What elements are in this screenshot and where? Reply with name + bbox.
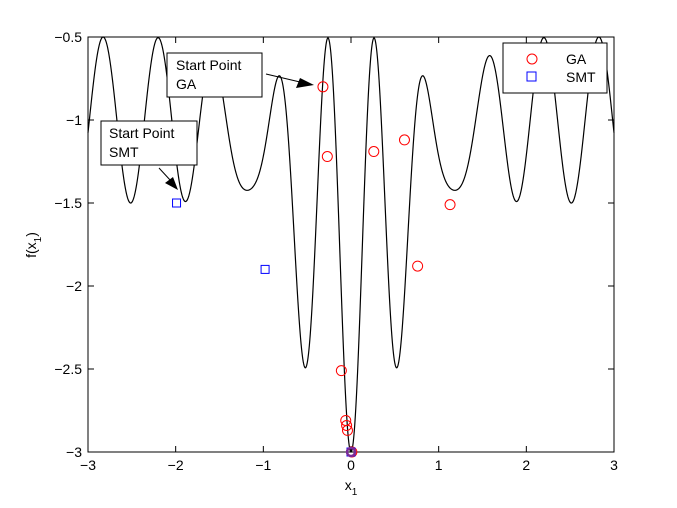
legend-smt-label: SMT xyxy=(566,69,596,85)
x-tick-label: 0 xyxy=(347,457,355,473)
ga-point xyxy=(335,365,347,377)
y-tick-label: −2.5 xyxy=(54,361,82,377)
annotation-smt-arrow-head xyxy=(165,177,178,190)
annotation-ga-box xyxy=(166,52,263,98)
annotation-smt-line2: SMT xyxy=(109,144,139,160)
ga-point xyxy=(317,81,329,93)
x-tick-label: −1 xyxy=(255,457,271,473)
annotation-smt-line1: Start Point xyxy=(109,125,174,141)
y-tick-label: −1 xyxy=(66,112,82,128)
ga-point xyxy=(368,146,380,158)
ga-point xyxy=(341,419,353,431)
y-tick-label: −1.5 xyxy=(54,195,82,211)
annotation-ga-line2: GA xyxy=(176,76,197,92)
x-tick-label: 2 xyxy=(522,457,530,473)
x-tick-label: 3 xyxy=(610,457,618,473)
x-tick-label: −3 xyxy=(80,457,96,473)
y-tick-label: −3 xyxy=(66,444,82,460)
annotation-start-ga: Start Point GA xyxy=(166,52,314,98)
ga-point xyxy=(341,424,353,436)
annotation-smt-arrow-line xyxy=(158,167,172,182)
plot-area xyxy=(87,36,615,453)
x-tick-label: 1 xyxy=(435,457,443,473)
legend: GA SMT xyxy=(502,42,608,94)
ga-point xyxy=(444,199,456,211)
annotation-ga-arrow-line xyxy=(265,73,301,83)
y-tick-label: −2 xyxy=(66,278,82,294)
annotation-ga-arrow-head xyxy=(296,78,314,88)
y-tick-label: −0.5 xyxy=(54,29,82,45)
y-axis-label: f(x1) xyxy=(23,232,44,258)
ga-point xyxy=(321,151,333,163)
ga-point xyxy=(412,260,424,272)
annotation-start-smt: Start Point SMT xyxy=(100,120,198,190)
x-axis-label: x1 xyxy=(345,477,358,498)
smt-point xyxy=(172,198,182,208)
x-tick-label: −2 xyxy=(168,457,184,473)
markers-layer xyxy=(172,81,456,458)
annotation-smt-box xyxy=(100,120,198,166)
legend-box xyxy=(502,42,608,94)
legend-ga-marker xyxy=(526,53,538,65)
optimum-point xyxy=(345,446,357,458)
legend-ga-label: GA xyxy=(566,51,587,67)
legend-smt-marker xyxy=(526,71,537,82)
smt-point xyxy=(260,264,270,274)
ga-point xyxy=(398,134,410,146)
annotation-ga-line1: Start Point xyxy=(176,57,241,73)
